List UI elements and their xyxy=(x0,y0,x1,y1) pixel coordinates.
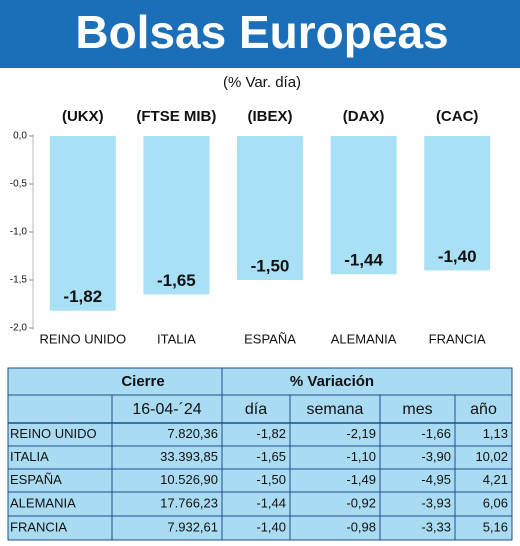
cell: -1,66 xyxy=(421,426,451,441)
bar xyxy=(237,136,303,280)
column-header: año xyxy=(470,401,497,418)
value-label: -1,82 xyxy=(63,287,102,306)
x-tick-label: REINO UNIDO xyxy=(39,331,126,346)
bar xyxy=(424,136,491,271)
row-label: FRANCIA xyxy=(10,519,67,534)
bar xyxy=(143,136,210,295)
cell: -0,92 xyxy=(346,495,376,510)
column-header: 16-04-´24 xyxy=(132,401,201,418)
x-tick-label: ESPAÑA xyxy=(244,331,296,346)
y-tick-label: 0,0 xyxy=(13,131,27,142)
cell: -1,44 xyxy=(256,495,286,510)
cell: 1,13 xyxy=(483,426,508,441)
x-tick-label: ALEMANIA xyxy=(331,331,397,346)
cell: -3,33 xyxy=(421,519,451,534)
bar xyxy=(49,136,116,311)
y-tick-label: -0,5 xyxy=(10,179,28,190)
table-bg xyxy=(7,367,513,541)
index-label: (UKX) xyxy=(62,108,104,125)
chart-title: Bolsas Europeas xyxy=(75,6,448,58)
bar xyxy=(330,136,397,275)
cell: -1,82 xyxy=(256,426,286,441)
cell: 6,06 xyxy=(483,495,508,510)
y-tick-label: -1,5 xyxy=(10,275,28,286)
x-tick-label: ITALIA xyxy=(157,331,196,346)
cell: 33.393,85 xyxy=(160,449,218,464)
group-header: % Variación xyxy=(290,373,374,390)
cell: -1,50 xyxy=(256,472,286,487)
x-tick-label: FRANCIA xyxy=(429,331,486,346)
title-bar xyxy=(0,0,520,68)
value-label: -1,40 xyxy=(438,247,477,266)
column-header: mes xyxy=(402,401,432,418)
cell: 4,21 xyxy=(483,472,508,487)
value-label: -1,65 xyxy=(157,271,196,290)
cell: -3,90 xyxy=(421,449,451,464)
value-label: -1,44 xyxy=(344,251,383,270)
cell: -0,98 xyxy=(346,519,376,534)
cell: -1,10 xyxy=(346,449,376,464)
row-label: ITALIA xyxy=(10,449,49,464)
cell: -1,40 xyxy=(256,519,286,534)
cell: -1,49 xyxy=(346,472,376,487)
cell: 7.820,36 xyxy=(167,426,218,441)
cell: -1,65 xyxy=(256,449,286,464)
chart-subtitle: (% Var. día) xyxy=(223,74,301,91)
cell: -2,19 xyxy=(346,426,376,441)
cell: -4,95 xyxy=(421,472,451,487)
cell: 17.766,23 xyxy=(160,495,218,510)
y-tick-label: -1,0 xyxy=(10,227,28,238)
cell: 7.932,61 xyxy=(167,519,218,534)
index-label: (CAC) xyxy=(436,108,479,125)
column-header: día xyxy=(245,401,267,418)
cell: 10,02 xyxy=(475,449,508,464)
y-tick-label: -2,0 xyxy=(10,323,28,334)
row-label: REINO UNIDO xyxy=(10,426,97,441)
row-label: ALEMANIA xyxy=(10,495,76,510)
cell: 5,16 xyxy=(483,519,508,534)
group-header: Cierre xyxy=(121,373,164,390)
column-header: semana xyxy=(307,401,364,418)
cell: -3,93 xyxy=(421,495,451,510)
value-label: -1,50 xyxy=(251,256,290,275)
index-label: (FTSE MIB) xyxy=(136,108,216,125)
index-label: (DAX) xyxy=(343,108,385,125)
index-label: (IBEX) xyxy=(248,108,293,125)
row-label: ESPAÑA xyxy=(10,472,62,487)
cell: 10.526,90 xyxy=(160,472,218,487)
